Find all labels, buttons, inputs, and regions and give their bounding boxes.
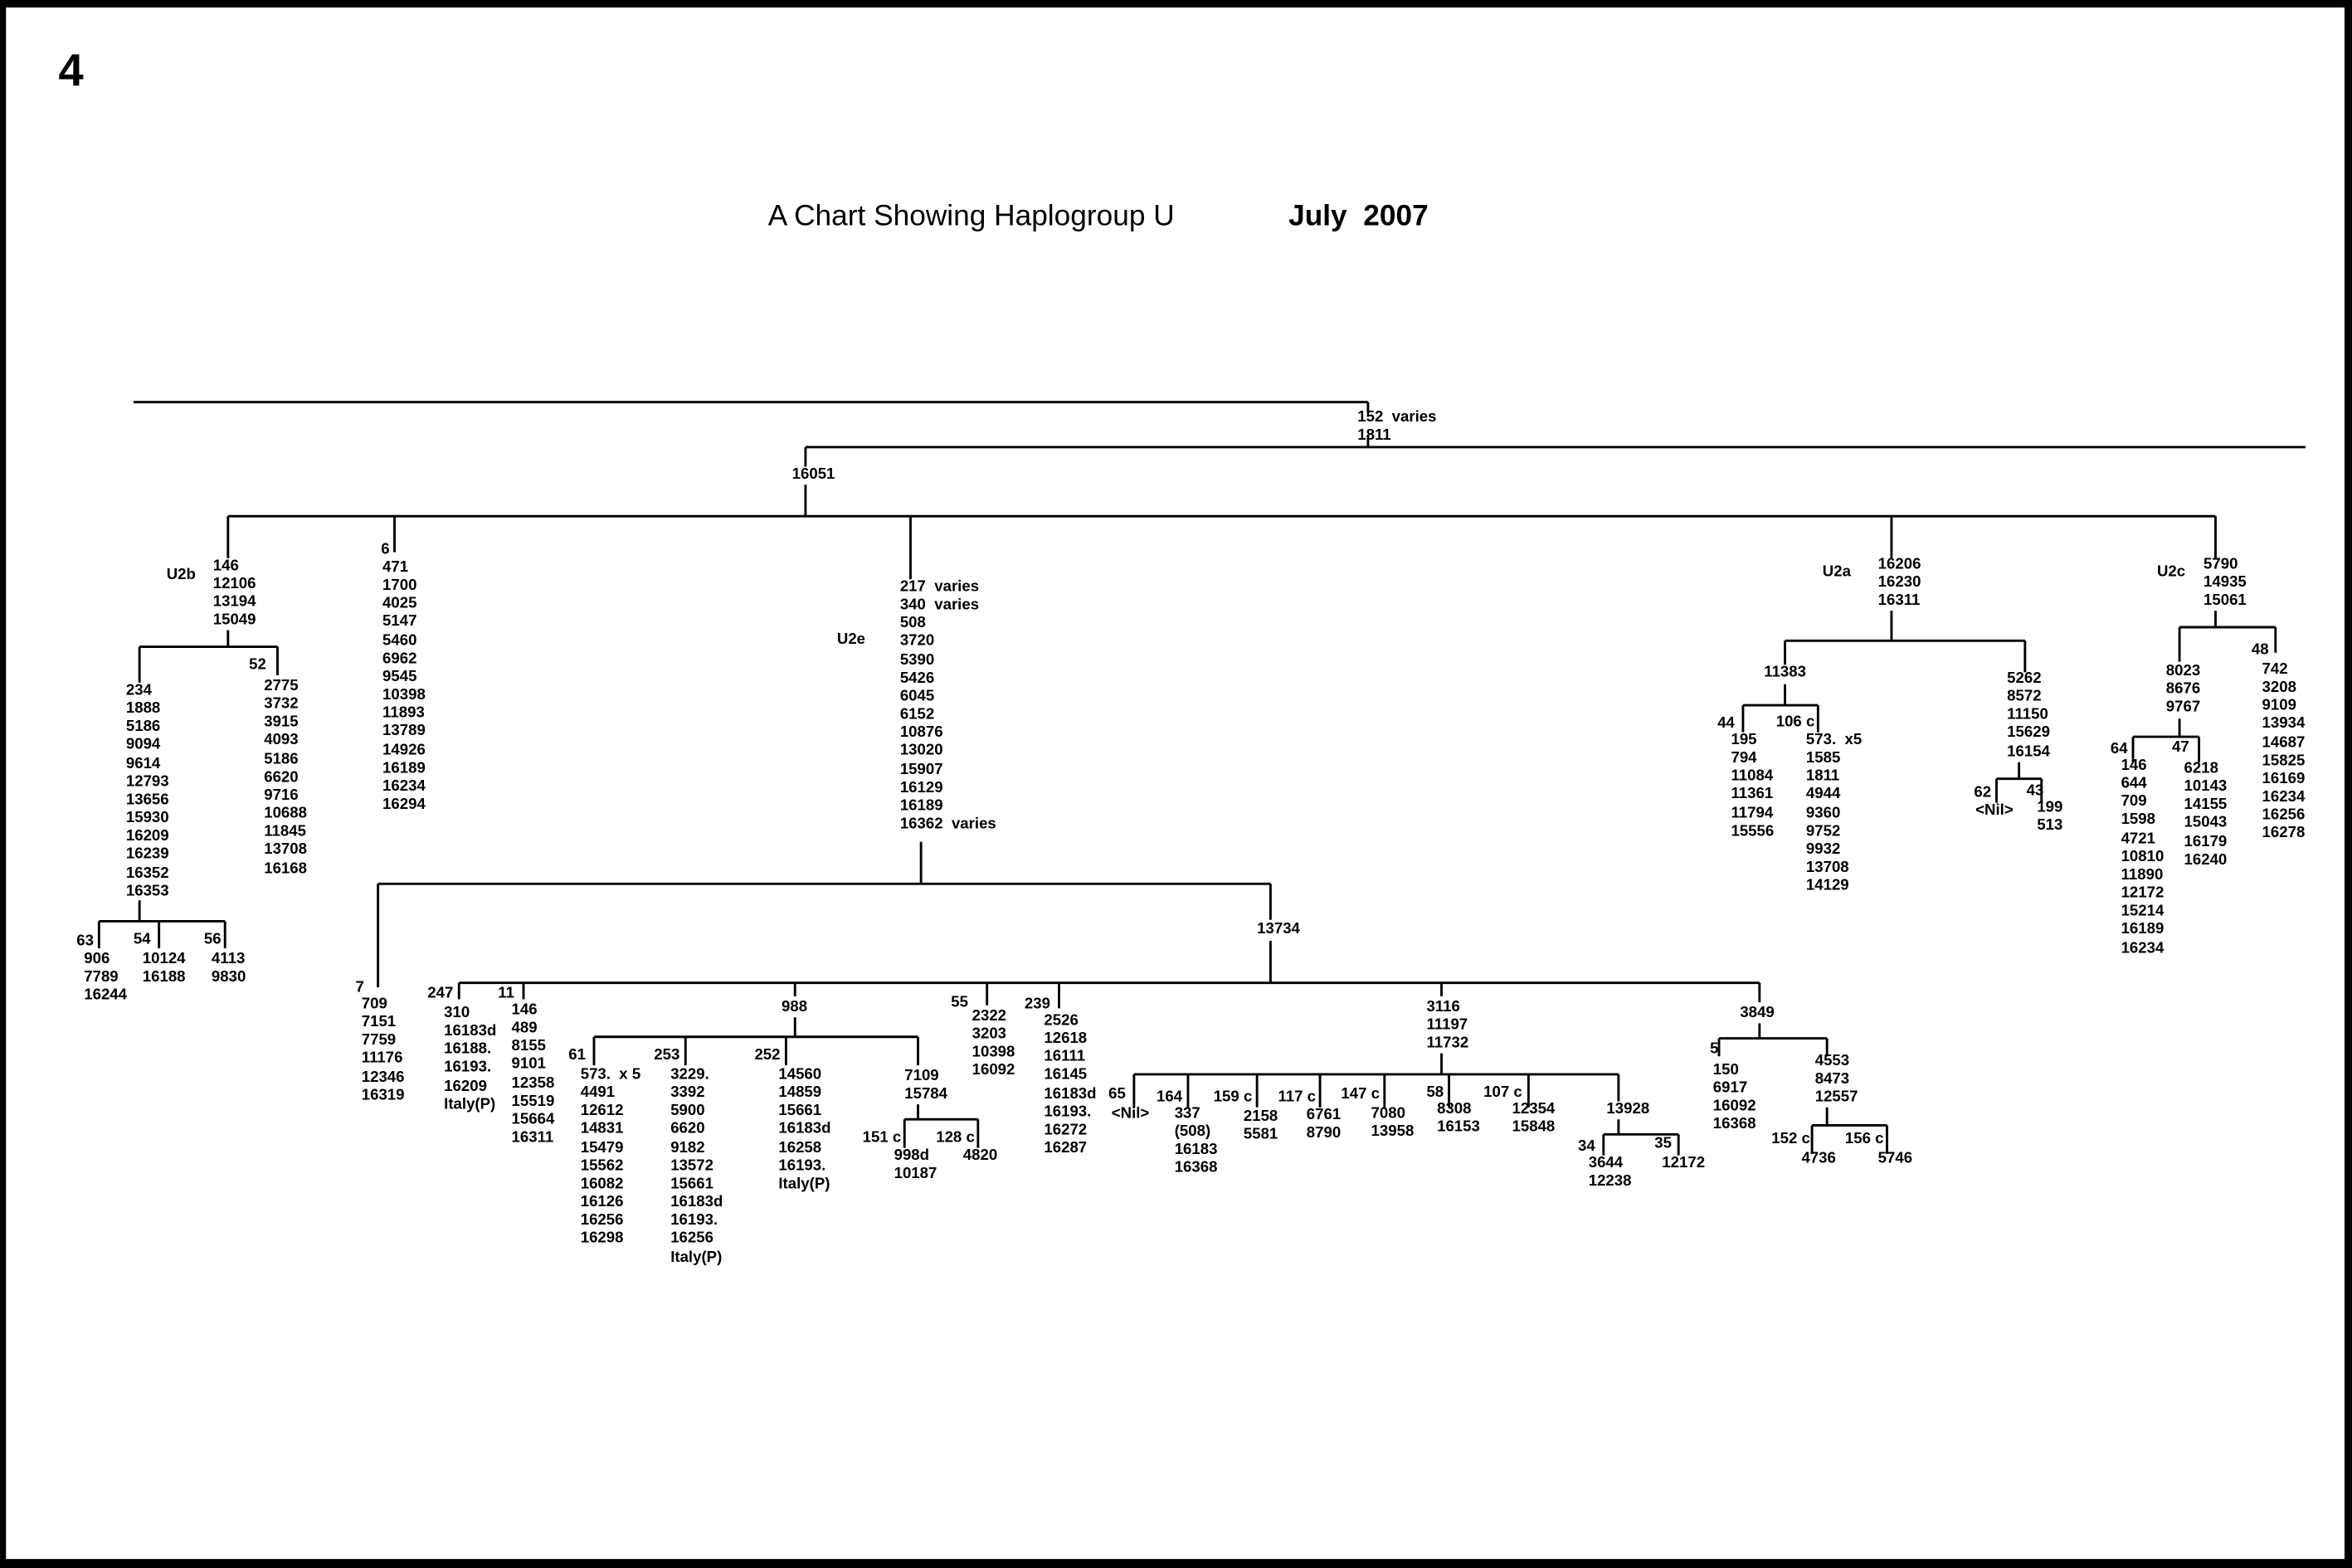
sample-156c: 5746 (1877, 1151, 1913, 1168)
sample-48-label: 48 (2251, 642, 2269, 659)
sample-152c-label: 152 c (1771, 1131, 1810, 1148)
sample-55-label: 55 (951, 995, 969, 1012)
u2b-56: 4113 9830 (211, 951, 246, 986)
sample-7: 709 7151 7759 11176 12346 16319 (361, 996, 405, 1104)
sample-61: 573. x 5 4491 12612 14831 15479 15562 16… (580, 1066, 641, 1248)
sample-156c-label: 156 c (1844, 1131, 1884, 1148)
sample-6: 471 1700 4025 5147 5460 6962 9545 10398 … (382, 559, 426, 814)
u2e-13734: 13734 (1257, 921, 1300, 938)
sample-106c-label: 106 c (1775, 713, 1815, 731)
u2b-a: 234 1888 5186 9094 9614 12793 13656 1593… (125, 682, 169, 900)
u2a-5262: 5262 8572 11150 15629 16154 (2007, 670, 2050, 761)
sample-6-label: 6 (381, 541, 390, 558)
page-number: 4 (58, 46, 84, 96)
sample-147c: 7080 13958 (1371, 1105, 1415, 1141)
u2b-label: U2b (166, 567, 196, 584)
sample-65: <Nil> (1111, 1105, 1150, 1122)
sample-164: 337 (508) 16183 16368 (1174, 1105, 1218, 1177)
sample-252-label: 252 (754, 1047, 781, 1064)
chart-title: A Chart Showing Haplogroup U (767, 199, 1175, 233)
sample-47: 6218 10143 14155 15043 16179 16240 (2184, 760, 2228, 869)
u2b-54: 10124 16188 (142, 951, 186, 986)
sample-253-label: 253 (654, 1047, 680, 1064)
u2e-3116: 3116 11197 11732 (1426, 999, 1469, 1053)
sample-58-label: 58 (1426, 1084, 1444, 1102)
u2e-4553: 4553 8473 12557 (1814, 1053, 1858, 1107)
u2e-3849: 3849 (1740, 1005, 1775, 1022)
sample-48: 742 3208 9109 13934 14687 15825 16169 16… (2262, 661, 2306, 843)
sample-34-label: 34 (1578, 1138, 1595, 1156)
sample-58: 8308 16153 (1437, 1101, 1480, 1137)
sample-239: 2526 12618 16111 16145 16183d 16193. 162… (1044, 1012, 1097, 1157)
sample-5: 150 6917 16092 16368 (1712, 1062, 1756, 1134)
chart-date: July 2007 (1288, 199, 1429, 233)
root: 152 varies 1811 (1357, 409, 1437, 445)
sample-11: 146 489 8155 9101 12358 15519 15664 1631… (511, 1002, 555, 1147)
sample-239-label: 239 (1024, 996, 1050, 1013)
sample-151c: 998d 10187 (894, 1147, 937, 1183)
sample-247: 310 16183d 16188. 16193. 16209 Italy(P) (444, 1005, 497, 1113)
u2a-label: U2a (1822, 564, 1851, 581)
u2c: 5790 14935 15061 (2203, 556, 2247, 610)
sample-164-label: 164 (1156, 1089, 1183, 1106)
sample-159c-label: 159 c (1213, 1089, 1253, 1106)
sample-253: 3229. 3392 5900 6620 9182 13572 15661 16… (670, 1066, 723, 1266)
u2b-63-label: 63 (76, 933, 94, 950)
sample-252: 14560 14859 15661 16183d 16258 16193. It… (778, 1066, 831, 1193)
u2b-52: 2775 3732 3915 4093 5186 6620 9716 10688… (264, 678, 307, 878)
sample-117c: 6761 8790 (1306, 1107, 1342, 1142)
sample-34: 3644 12238 (1588, 1155, 1632, 1191)
u2e-label: U2e (836, 631, 866, 649)
sample-44-label: 44 (1717, 715, 1735, 733)
sample-43-label: 43 (2026, 783, 2044, 800)
sample-247-label: 247 (427, 986, 454, 1003)
sample-47-label: 47 (2172, 739, 2189, 757)
sample-64: 146 644 709 1598 4721 10810 11890 12172 … (2121, 757, 2165, 957)
u2c-label: U2c (2156, 564, 2186, 581)
sample-61-label: 61 (568, 1047, 586, 1064)
paper (6, 7, 2345, 1560)
sample-5-label: 5 (1710, 1041, 1719, 1059)
sample-107c-label: 107 c (1483, 1084, 1522, 1102)
u2b-54-label: 54 (133, 932, 151, 949)
sample-106c: 573. x5 1585 1811 4944 9360 9752 9932 13… (1805, 732, 1863, 895)
sample-44: 195 794 11084 11361 11794 15556 (1731, 732, 1775, 840)
sample-62: <Nil> (1975, 802, 2014, 820)
sample-43: 199 513 (2037, 799, 2063, 835)
u2a-11383: 11383 (1764, 665, 1807, 682)
u2e-988: 988 (781, 999, 808, 1016)
u2c-8023: 8023 8676 9767 (2165, 663, 2201, 717)
u2b-52-label: 52 (249, 657, 266, 674)
u2e-13928: 13928 (1606, 1101, 1650, 1118)
sample-147c-label: 147 c (1341, 1086, 1381, 1103)
sample-55: 2322 3203 10398 16092 (971, 1008, 1015, 1080)
sample-35: 12172 (1662, 1155, 1706, 1172)
sample-7-label: 7 (355, 980, 364, 996)
sample-65-label: 65 (1108, 1086, 1126, 1103)
sample-128c: 4820 (962, 1147, 998, 1165)
sample-35-label: 35 (1654, 1136, 1673, 1153)
u2e: 217 varies 340 varies 508 3720 5390 5426… (899, 579, 996, 833)
u2b-56-label: 56 (203, 932, 222, 949)
u2e-7109: 7109 15784 (904, 1068, 948, 1103)
sample-151c-label: 151 c (862, 1129, 902, 1147)
sample-11-label: 11 (498, 986, 514, 1003)
sample-62-label: 62 (1974, 784, 1992, 801)
sample-152c: 4736 (1801, 1151, 1836, 1168)
sample-159c: 2158 5581 (1243, 1108, 1278, 1144)
u2: 16051 (791, 466, 835, 484)
u2b: 146 12106 13194 15049 (212, 558, 256, 630)
u2b-63: 906 7789 16244 (84, 951, 128, 1005)
sample-64-label: 64 (2110, 741, 2128, 758)
sample-107c: 12354 15848 (1512, 1101, 1556, 1137)
u2a: 16206 16230 16311 (1877, 556, 1921, 610)
sample-128c-label: 128 c (936, 1129, 975, 1147)
sample-117c-label: 117 c (1278, 1089, 1317, 1106)
